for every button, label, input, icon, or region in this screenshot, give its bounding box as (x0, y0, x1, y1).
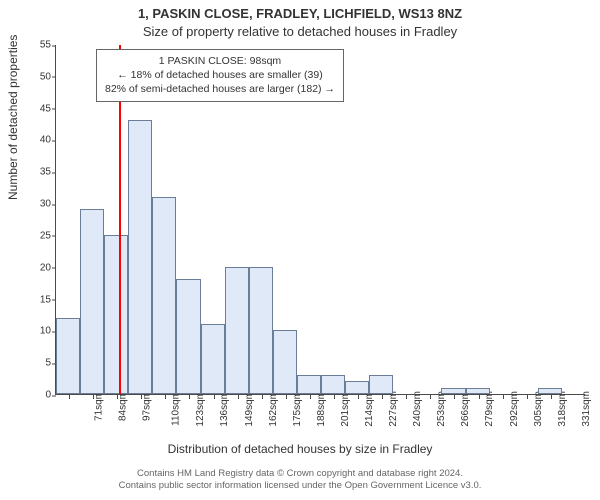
histogram-bar (152, 197, 176, 394)
y-tick: 0 (26, 390, 51, 401)
y-tick: 45 (26, 103, 51, 114)
y-tick: 55 (26, 40, 51, 51)
x-tick: 110sqm (171, 391, 182, 426)
y-axis-label: Number of detached properties (6, 35, 20, 200)
y-tick: 35 (26, 167, 51, 178)
x-tickmark (406, 395, 407, 399)
x-tick: 71sqm (93, 391, 104, 421)
x-tick: 136sqm (220, 391, 231, 427)
x-tickmark (430, 395, 431, 399)
y-tick: 30 (26, 199, 51, 210)
x-tick: 266sqm (460, 391, 471, 427)
x-tick: 149sqm (244, 391, 255, 427)
x-tickmark (382, 395, 383, 399)
footer-line2: Contains public sector information licen… (0, 480, 600, 492)
histogram-bar (104, 235, 128, 394)
x-tickmark (117, 395, 118, 399)
x-tickmark (286, 395, 287, 399)
x-tickmark (358, 395, 359, 399)
histogram-bar (56, 318, 80, 394)
x-tick: 188sqm (316, 391, 327, 427)
histogram-bar (80, 209, 104, 394)
chart-container: 1, PASKIN CLOSE, FRADLEY, LICHFIELD, WS1… (0, 0, 600, 500)
x-tickmark (527, 395, 528, 399)
x-axis-label: Distribution of detached houses by size … (0, 442, 600, 456)
x-tickmark (334, 395, 335, 399)
x-tickmark (479, 395, 480, 399)
x-tick: 175sqm (292, 391, 303, 427)
footer-line1: Contains HM Land Registry data © Crown c… (0, 468, 600, 480)
histogram-bar (225, 267, 249, 394)
x-tickmark (165, 395, 166, 399)
x-tickmark (93, 395, 94, 399)
x-tick: 279sqm (485, 391, 496, 427)
x-tick: 97sqm (142, 391, 153, 421)
histogram-bar (297, 375, 321, 394)
y-tick: 40 (26, 135, 51, 146)
x-tickmark (551, 395, 552, 399)
histogram-bar (345, 381, 369, 394)
x-tick: 292sqm (509, 391, 520, 427)
x-tickmark (189, 395, 190, 399)
x-tick: 162sqm (268, 391, 279, 427)
y-tick: 50 (26, 71, 51, 82)
x-tickmark (238, 395, 239, 399)
x-tick: 240sqm (412, 391, 423, 427)
x-tickmark (454, 395, 455, 399)
y-tick: 5 (26, 358, 51, 369)
x-tick: 331sqm (581, 391, 592, 427)
annotation-line2: ← 18% of detached houses are smaller (39… (105, 68, 335, 82)
histogram-bar (201, 324, 225, 394)
annotation-line3: 82% of semi-detached houses are larger (… (105, 82, 335, 96)
x-tick: 318sqm (557, 391, 568, 427)
x-tickmark (214, 395, 215, 399)
plot-area: 1 PASKIN CLOSE: 98sqm ← 18% of detached … (55, 45, 585, 395)
y-tick: 20 (26, 262, 51, 273)
histogram-bar (249, 267, 273, 394)
annotation-line1: 1 PASKIN CLOSE: 98sqm (105, 54, 335, 68)
subtitle: Size of property relative to detached ho… (0, 24, 600, 39)
histogram-bar (128, 120, 152, 394)
annotation-box: 1 PASKIN CLOSE: 98sqm ← 18% of detached … (96, 49, 344, 102)
y-tick: 25 (26, 230, 51, 241)
histogram-bar (466, 388, 490, 394)
x-tick: 305sqm (533, 391, 544, 427)
x-tick: 214sqm (364, 391, 375, 427)
x-tick: 253sqm (436, 391, 447, 427)
histogram-bar (538, 388, 562, 394)
histogram-bar (273, 330, 297, 394)
x-tick: 84sqm (118, 391, 129, 421)
histogram-bar (369, 375, 393, 394)
histogram-bar (321, 375, 345, 394)
x-tickmark (262, 395, 263, 399)
x-tick: 201sqm (340, 391, 351, 427)
histogram-bar (441, 388, 465, 394)
x-tickmark (503, 395, 504, 399)
x-tick: 123sqm (195, 391, 206, 427)
x-tick: 227sqm (388, 391, 399, 427)
footer: Contains HM Land Registry data © Crown c… (0, 468, 600, 492)
y-tick: 10 (26, 326, 51, 337)
x-tickmark (310, 395, 311, 399)
y-tick: 15 (26, 294, 51, 305)
page-title: 1, PASKIN CLOSE, FRADLEY, LICHFIELD, WS1… (0, 6, 600, 21)
x-tickmark (141, 395, 142, 399)
x-tickmark (69, 395, 70, 399)
histogram-bar (176, 279, 200, 394)
